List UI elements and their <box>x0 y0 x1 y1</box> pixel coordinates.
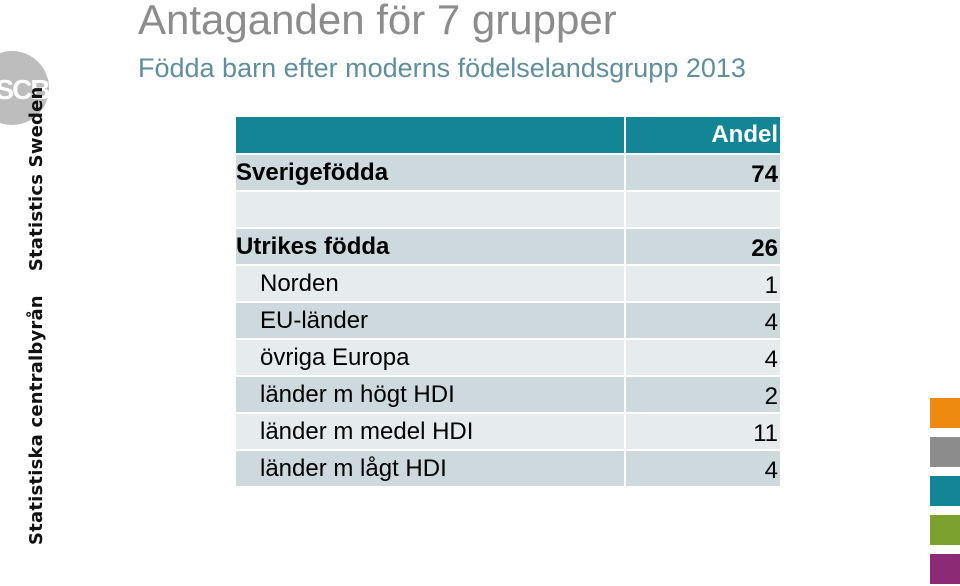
row-label: Norden <box>236 266 626 303</box>
row-label: Utrikes födda <box>236 229 626 266</box>
table-row: länder m högt HDI 2 <box>236 377 780 414</box>
table-row: EU-länder 4 <box>236 303 780 340</box>
table-row: Norden 1 <box>236 266 780 303</box>
table-row: Sverigefödda 74 <box>236 155 780 192</box>
birth-share-table: Andel Sverigefödda 74 Utrikes födda 26 N… <box>236 117 780 488</box>
table-row-empty <box>236 192 780 229</box>
row-value: 4 <box>626 451 780 488</box>
scb-logo: SCB <box>0 50 51 126</box>
page-title: Antaganden för 7 grupper <box>138 0 617 43</box>
row-value: 74 <box>626 155 780 192</box>
row-value: 4 <box>626 303 780 340</box>
header-andel: Andel <box>626 117 780 155</box>
table-row: övriga Europa 4 <box>236 340 780 377</box>
row-label: EU-länder <box>236 303 626 340</box>
row-value: 26 <box>626 229 780 266</box>
page-subtitle: Födda barn efter moderns födelselandsgru… <box>138 53 746 83</box>
color-swatch-gray <box>930 437 960 467</box>
row-value: 2 <box>626 377 780 414</box>
color-swatch-orange <box>930 398 960 428</box>
row-label: Sverigefödda <box>236 155 626 192</box>
row-label: länder m medel HDI <box>236 414 626 451</box>
table-row: länder m lågt HDI 4 <box>236 451 780 488</box>
row-value: 4 <box>626 340 780 377</box>
row-label: länder m högt HDI <box>236 377 626 414</box>
row-label: länder m lågt HDI <box>236 451 626 488</box>
table-row: Utrikes födda 26 <box>236 229 780 266</box>
color-swatch-purple <box>930 554 960 584</box>
row-value <box>626 192 780 229</box>
table-header-row: Andel <box>236 117 780 155</box>
brand-english: Statistics Sweden <box>26 86 47 272</box>
color-swatch-green <box>930 515 960 545</box>
row-value: 11 <box>626 414 780 451</box>
row-label <box>236 192 626 229</box>
scb-logo-icon: SCB <box>0 51 51 125</box>
logo-text: SCB <box>0 74 49 105</box>
brand-vertical-text: Statistiska centralbyrån Statistics Swede… <box>26 86 47 545</box>
header-label-cell <box>236 117 626 155</box>
row-value: 1 <box>626 266 780 303</box>
row-label: övriga Europa <box>236 340 626 377</box>
color-swatch-teal <box>930 476 960 506</box>
brand-swedish: Statistiska centralbyrån <box>26 295 47 545</box>
table-row: länder m medel HDI 11 <box>236 414 780 451</box>
